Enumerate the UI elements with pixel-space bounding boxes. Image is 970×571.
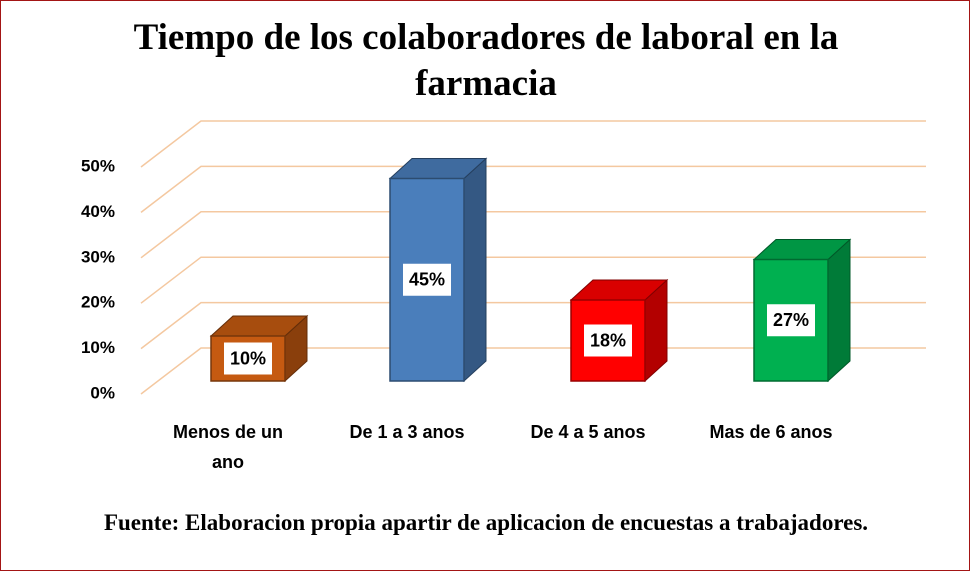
grid-line	[140, 165, 926, 213]
y-tick-label: 20%	[81, 293, 115, 312]
y-tick-label: 10%	[81, 338, 115, 357]
data-label: 10%	[230, 348, 266, 368]
y-tick-label: 50%	[81, 156, 115, 175]
data-label-box	[584, 324, 632, 357]
y-tick-label: 40%	[81, 202, 115, 221]
grid-line	[140, 211, 926, 259]
x-tick-label: De 1 a 3 anos	[349, 422, 465, 442]
data-label-box	[767, 304, 815, 337]
y-tick-label: 30%	[81, 247, 115, 266]
data-label: 27%	[773, 310, 809, 330]
bar-side	[827, 238, 851, 383]
x-tick-label: Menos de un ano	[172, 422, 283, 472]
x-tick-label: De 4 a 5 anos	[530, 422, 646, 442]
data-label: 18%	[590, 330, 626, 350]
x-tick-label: Mas de 6 anos	[709, 422, 833, 442]
caption: Fuente: Elaboracion propia apartir de ap…	[103, 510, 869, 535]
grid-line	[140, 256, 926, 304]
grid-line	[140, 301, 926, 350]
chart-title: Tiempo de los colaboradores de laboral e…	[133, 17, 839, 104]
data-label: 45%	[409, 270, 445, 290]
y-tick-label: 0%	[90, 383, 115, 402]
bar-side	[463, 157, 487, 383]
data-label-box	[403, 263, 451, 296]
grid-line	[140, 120, 926, 168]
data-label-box	[224, 342, 272, 375]
grid-line	[140, 347, 926, 395]
